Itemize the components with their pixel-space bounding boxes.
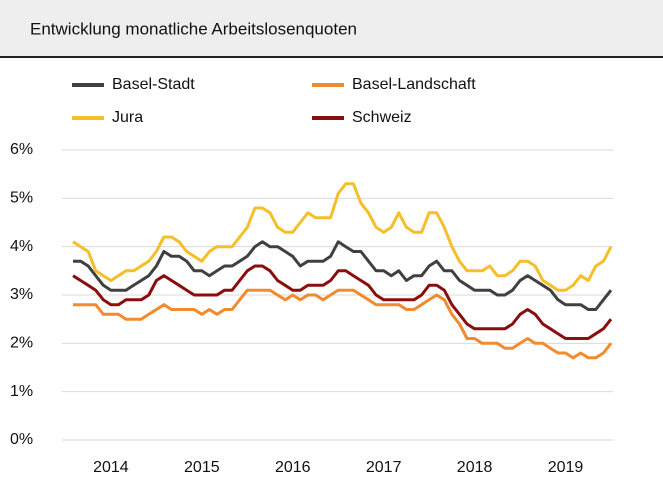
x-tick-label: 2014 — [93, 459, 129, 476]
y-tick-label: 6% — [10, 141, 33, 158]
y-tick-label: 1% — [10, 383, 33, 400]
series-line — [73, 288, 613, 360]
chart-title: Entwicklung monatliche Arbeitslosenquote… — [30, 19, 357, 38]
legend-label: Basel-Stadt — [112, 76, 195, 93]
header-background — [0, 0, 663, 57]
legend-label: Jura — [112, 109, 143, 126]
x-tick-label: 2016 — [275, 459, 311, 476]
legend-label: Basel-Landschaft — [352, 76, 476, 93]
x-tick-label: 2015 — [184, 459, 220, 476]
x-tick-label: 2017 — [366, 459, 402, 476]
y-tick-label: 4% — [10, 238, 33, 255]
y-tick-label: 2% — [10, 335, 33, 352]
series-line — [73, 240, 613, 311]
y-tick-label: 3% — [10, 286, 33, 303]
series-line — [72, 264, 613, 340]
y-tick-label: 5% — [10, 190, 33, 207]
x-tick-label: 2019 — [548, 459, 584, 476]
legend-label: Schweiz — [352, 109, 412, 126]
series-line — [72, 182, 613, 292]
x-tick-label: 2018 — [457, 459, 493, 476]
y-tick-label: 0% — [10, 431, 33, 448]
